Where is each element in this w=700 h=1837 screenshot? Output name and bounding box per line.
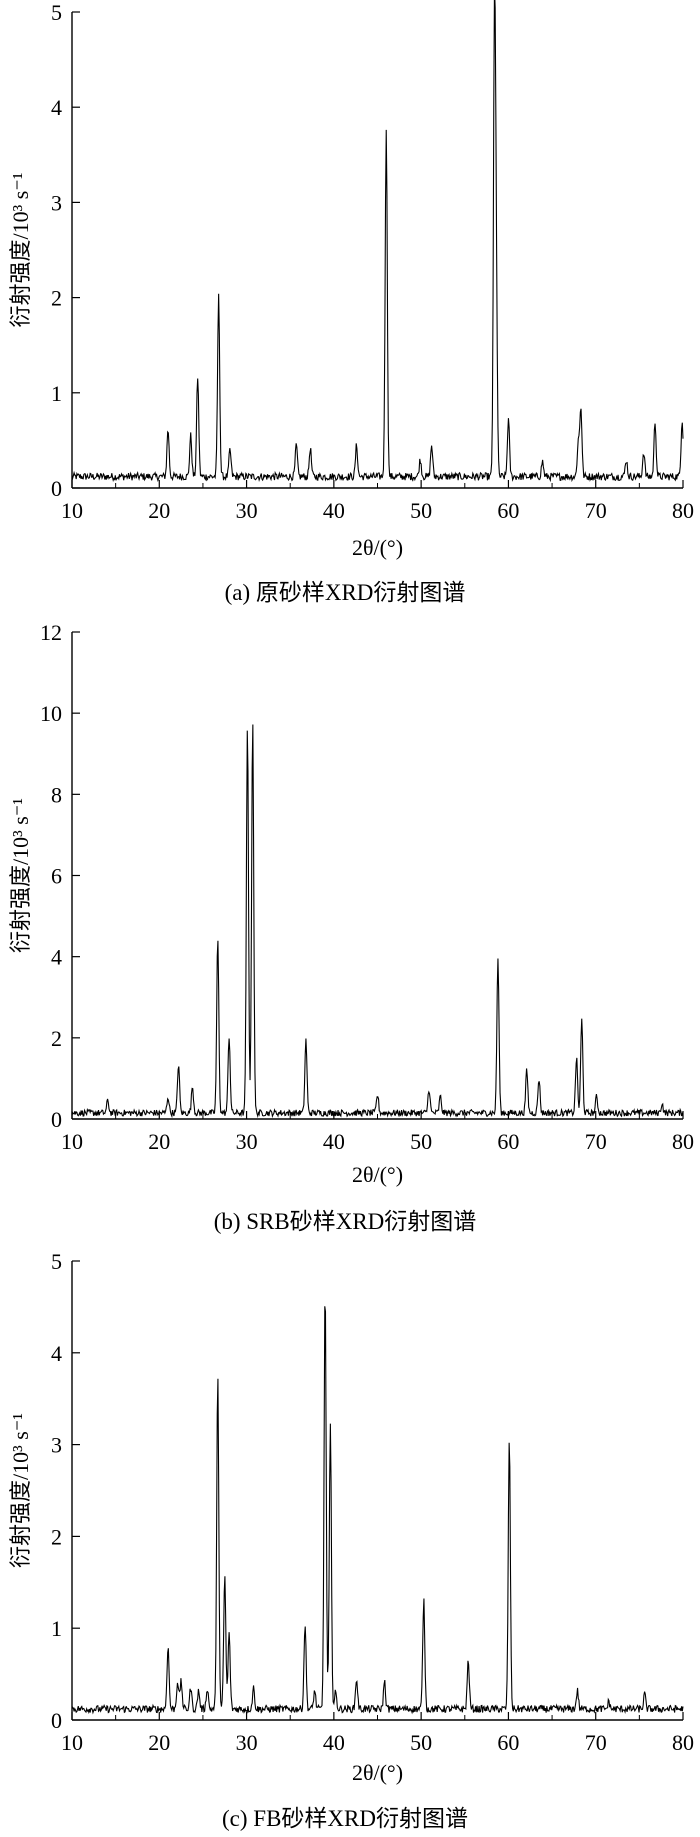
x-tick-label: 20 bbox=[148, 1730, 170, 1755]
x-tick-label: 40 bbox=[323, 1730, 345, 1755]
panel-caption: (c) FB砂样XRD衍射图谱 bbox=[222, 1806, 468, 1831]
y-tick-label: 5 bbox=[51, 0, 62, 25]
y-tick-label: 1 bbox=[51, 381, 62, 406]
y-tick-label: 3 bbox=[51, 190, 62, 215]
xrd-panel-3: 0 1 2 3 4 5 10 20 30 40 50 60 70 80 2θ/(°) 衍射强度/10³ s⁻¹… bbox=[8, 1249, 694, 1831]
x-tick-label: 70 bbox=[585, 1730, 607, 1755]
x-tick-label: 20 bbox=[148, 1129, 170, 1154]
x-axis-label: 2θ/(°) bbox=[352, 535, 403, 560]
x-tick-label: 70 bbox=[585, 498, 607, 523]
y-tick-label: 2 bbox=[51, 1524, 62, 1549]
xrd-trace bbox=[71, 1306, 684, 1715]
y-tick-label: 0 bbox=[51, 1107, 62, 1132]
y-tick-label: 0 bbox=[51, 476, 62, 501]
x-tick-label: 80 bbox=[672, 1129, 694, 1154]
y-tick-label: 2 bbox=[51, 286, 62, 311]
x-axis-label: 2θ/(°) bbox=[352, 1162, 403, 1187]
y-tick-label: 2 bbox=[51, 1026, 62, 1051]
x-tick-label: 50 bbox=[410, 498, 432, 523]
x-tick-label: 50 bbox=[410, 1129, 432, 1154]
x-tick-label: 30 bbox=[236, 498, 258, 523]
y-axis-label: 衍射强度/10³ s⁻¹ bbox=[8, 173, 33, 328]
x-tick-label: 40 bbox=[323, 498, 345, 523]
x-tick-label: 80 bbox=[672, 498, 694, 523]
y-tick-label: 10 bbox=[40, 701, 62, 726]
x-tick-label: 70 bbox=[585, 1129, 607, 1154]
panel-caption: (b) SRB砂样XRD衍射图谱 bbox=[214, 1209, 477, 1234]
xrd-trace bbox=[71, 724, 684, 1119]
xrd-panel-1: 0 1 2 3 4 5 10 20 30 40 50 60 70 80 2θ/(°) 衍射强度/10³ s⁻¹… bbox=[8, 0, 694, 605]
x-tick-label: 10 bbox=[61, 1730, 83, 1755]
y-tick-label: 1 bbox=[51, 1616, 62, 1641]
y-tick-label: 5 bbox=[51, 1249, 62, 1274]
y-axis-label: 衍射强度/10³ s⁻¹ bbox=[8, 798, 33, 953]
xrd-trace bbox=[71, 0, 684, 483]
y-tick-label: 8 bbox=[51, 782, 62, 807]
x-tick-label: 60 bbox=[497, 1730, 519, 1755]
y-tick-label: 4 bbox=[51, 95, 62, 120]
x-tick-label: 50 bbox=[410, 1730, 432, 1755]
x-tick-label: 60 bbox=[497, 1129, 519, 1154]
panel-caption: (a) 原砂样XRD衍射图谱 bbox=[225, 580, 466, 605]
x-tick-label: 60 bbox=[497, 498, 519, 523]
x-tick-label: 10 bbox=[61, 1129, 83, 1154]
y-tick-label: 6 bbox=[51, 864, 62, 889]
x-tick-label: 30 bbox=[236, 1730, 258, 1755]
y-tick-label: 12 bbox=[40, 620, 62, 645]
x-tick-label: 40 bbox=[323, 1129, 345, 1154]
y-tick-label: 4 bbox=[51, 945, 62, 970]
y-tick-label: 3 bbox=[51, 1433, 62, 1458]
xrd-panel-2: 0 2 4 6 8 10 12 10 20 30 40 50 60 70 80 2θ/(°) 衍射强度/10³ … bbox=[8, 620, 694, 1234]
x-tick-label: 30 bbox=[236, 1129, 258, 1154]
x-tick-label: 10 bbox=[61, 498, 83, 523]
x-axis-label: 2θ/(°) bbox=[352, 1760, 403, 1785]
x-tick-label: 80 bbox=[672, 1730, 694, 1755]
y-axis-label: 衍射强度/10³ s⁻¹ bbox=[8, 1413, 33, 1568]
y-tick-label: 4 bbox=[51, 1341, 62, 1366]
y-tick-label: 0 bbox=[51, 1708, 62, 1733]
x-tick-label: 20 bbox=[148, 498, 170, 523]
